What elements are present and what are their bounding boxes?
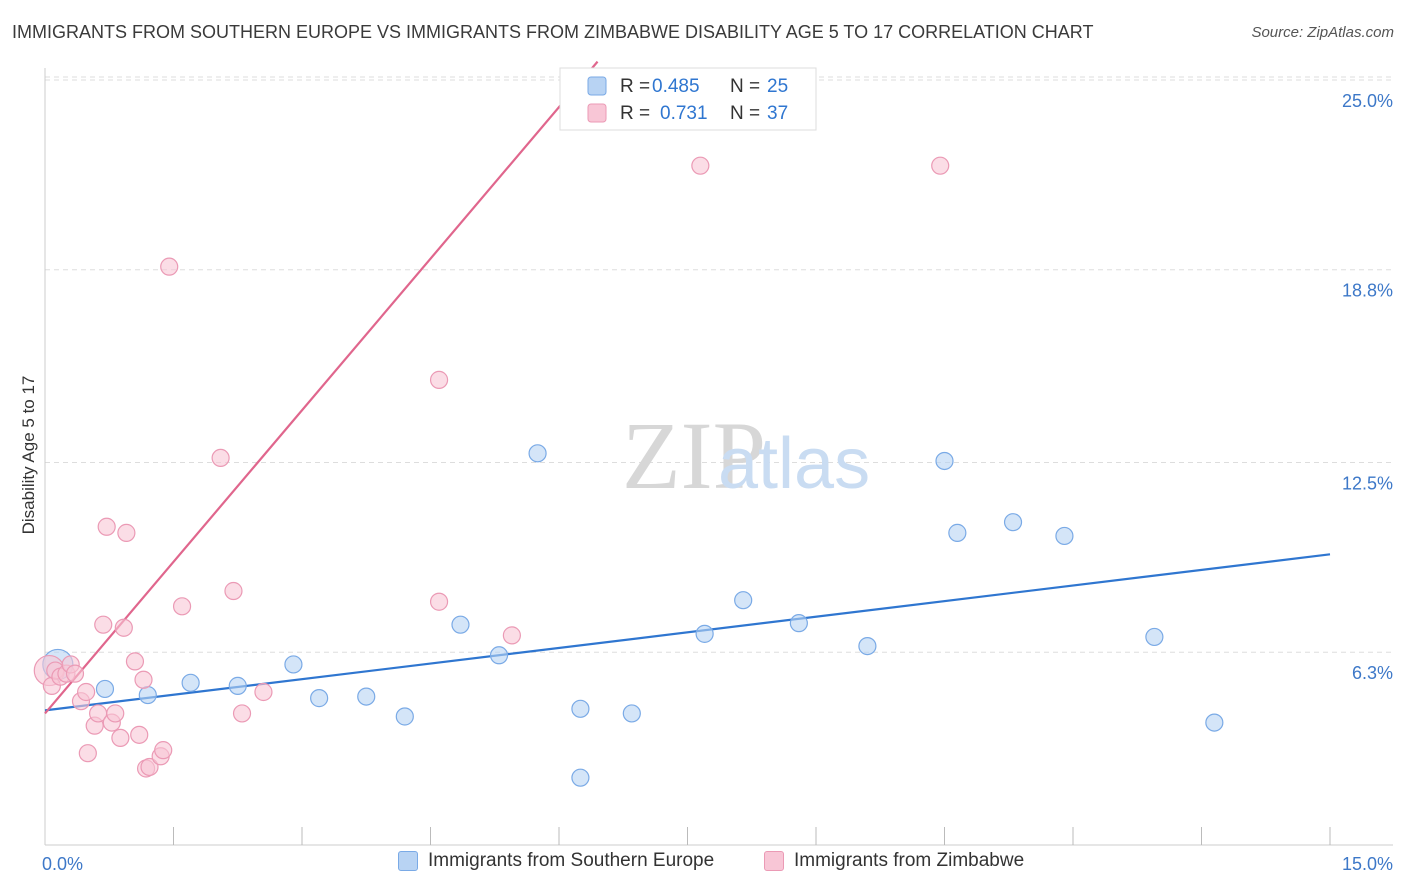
- point-zimbabwe: [931, 156, 950, 175]
- bottom-legend-label: Immigrants from Southern Europe: [428, 850, 715, 871]
- point-southern-europe: [95, 679, 115, 699]
- watermark: ZIP atlas: [622, 402, 870, 509]
- legend-r-value: 0.731: [660, 103, 708, 124]
- legend-r-label: R =: [620, 103, 650, 124]
- grid-lines: [45, 76, 1393, 653]
- watermark-zip: ZIP: [622, 402, 766, 509]
- point-zimbabwe: [97, 517, 116, 536]
- point-southern-europe: [451, 615, 470, 634]
- point-zimbabwe: [502, 626, 521, 645]
- bottom-legend-item-southern-europe: Immigrants from Southern Europe: [398, 850, 714, 872]
- point-zimbabwe: [77, 682, 96, 702]
- bottom-legend: Immigrants from Southern Europe Immigran…: [0, 850, 1406, 880]
- watermark-atlas: atlas: [718, 424, 870, 504]
- point-zimbabwe: [211, 448, 230, 468]
- point-southern-europe: [228, 676, 247, 695]
- point-zimbabwe: [232, 704, 252, 723]
- point-zimbabwe: [254, 682, 273, 702]
- x-tick-label: 15.0%: [1342, 854, 1393, 874]
- point-southern-europe: [1205, 713, 1224, 732]
- point-southern-europe: [310, 689, 329, 708]
- point-zimbabwe: [160, 257, 179, 276]
- point-southern-europe: [858, 636, 877, 656]
- point-southern-europe: [284, 655, 303, 674]
- legend-r-label: R =: [620, 76, 650, 97]
- point-southern-europe: [734, 591, 753, 610]
- point-southern-europe: [948, 523, 967, 542]
- point-zimbabwe: [429, 370, 449, 389]
- legend-n-label: N =: [730, 103, 760, 124]
- point-southern-europe: [1055, 526, 1074, 546]
- point-southern-europe: [395, 707, 414, 726]
- legend-n-value: 37: [767, 103, 788, 124]
- point-southern-europe: [789, 614, 808, 633]
- point-southern-europe: [489, 646, 509, 665]
- y-tick-label: 6.3%: [1352, 663, 1393, 683]
- point-zimbabwe: [224, 581, 243, 601]
- legend-n-label: N =: [730, 76, 760, 97]
- bottom-legend-item-zimbabwe: Immigrants from Zimbabwe: [764, 850, 1024, 872]
- data-points: [33, 156, 1224, 787]
- point-southern-europe: [1145, 627, 1164, 647]
- point-southern-europe: [357, 687, 376, 706]
- point-southern-europe: [181, 673, 200, 692]
- legend-swatch-pink: [764, 851, 784, 871]
- trend-lines: [44, 60, 1331, 715]
- point-southern-europe: [571, 768, 590, 787]
- point-zimbabwe: [94, 615, 113, 634]
- legend-r-value: 0.485: [652, 76, 700, 97]
- point-zimbabwe: [691, 156, 710, 175]
- legend-swatch-pink: [587, 103, 607, 123]
- point-zimbabwe: [65, 664, 85, 683]
- point-southern-europe: [935, 451, 954, 471]
- y-tick-label: 12.5%: [1342, 474, 1393, 494]
- trend-line-zimbabwe: [44, 60, 599, 715]
- y-tick-label: 18.8%: [1342, 281, 1393, 301]
- point-zimbabwe: [111, 728, 130, 748]
- point-zimbabwe: [125, 652, 145, 671]
- point-southern-europe: [1003, 513, 1023, 532]
- point-zimbabwe: [114, 618, 133, 637]
- bottom-legend-label: Immigrants from Zimbabwe: [794, 850, 1025, 871]
- point-zimbabwe: [130, 725, 149, 744]
- y-axis-label: Disability Age 5 to 17: [19, 376, 38, 535]
- legend: R = 0.485 N = 25 R = 0.731 N = 37: [559, 67, 817, 131]
- point-zimbabwe: [429, 592, 449, 611]
- point-southern-europe: [528, 444, 547, 463]
- point-southern-europe: [695, 624, 714, 643]
- source-label: Source: ZipAtlas.com: [1251, 24, 1394, 41]
- point-zimbabwe: [134, 670, 153, 689]
- point-southern-europe: [138, 685, 157, 705]
- point-southern-europe: [571, 699, 590, 718]
- legend-swatch-blue: [587, 76, 607, 96]
- point-zimbabwe: [117, 523, 136, 542]
- point-zimbabwe: [106, 704, 125, 723]
- tick-labels: 6.3% 12.5% 18.8% 25.0% 0.0% 15.0%: [42, 91, 1393, 874]
- legend-n-value: 25: [767, 76, 788, 97]
- axes: [44, 68, 1393, 846]
- point-zimbabwe: [172, 597, 192, 616]
- x-tick-label: 0.0%: [42, 854, 83, 874]
- point-zimbabwe: [78, 744, 97, 763]
- point-zimbabwe: [140, 757, 159, 777]
- point-zimbabwe: [154, 741, 173, 760]
- point-southern-europe: [622, 704, 641, 723]
- legend-swatch-blue: [398, 851, 418, 871]
- chart-title: IMMIGRANTS FROM SOUTHERN EUROPE VS IMMIG…: [12, 22, 1094, 42]
- y-tick-label: 25.0%: [1342, 91, 1393, 111]
